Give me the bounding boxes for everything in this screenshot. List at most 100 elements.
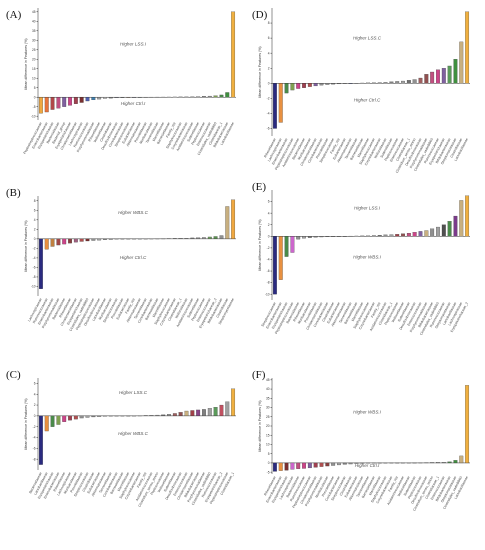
bar — [307, 83, 312, 87]
bar — [155, 414, 160, 417]
bar — [97, 97, 102, 100]
bar — [225, 206, 230, 239]
bar — [278, 236, 283, 280]
y-axis-title: Mean difference in Features (%) — [24, 220, 28, 271]
y-tick-label: 0 — [34, 237, 36, 241]
bar — [453, 215, 458, 237]
bar — [202, 409, 206, 417]
bar — [50, 238, 55, 247]
bar — [167, 414, 171, 417]
bar — [85, 238, 90, 242]
upper-group-label: Higher WBS.C — [118, 210, 149, 215]
y-tick-label: 35 — [266, 396, 270, 400]
bar — [412, 79, 417, 84]
y-axis-title: Mean difference in Features (%) — [258, 219, 262, 270]
bar — [296, 236, 301, 240]
bar — [68, 97, 72, 106]
bar — [38, 97, 43, 114]
bar — [225, 92, 230, 98]
bar — [331, 83, 336, 85]
bar — [196, 409, 201, 417]
bar — [395, 81, 400, 84]
panel-c: (C) -8 -6 -4 -2 0 2 4 6 Mean difference in Featur… — [6, 369, 236, 508]
y-tick-label: 35 — [32, 29, 36, 33]
bar — [103, 415, 107, 417]
bar — [302, 83, 306, 88]
panel-a: (A) -10 -5 0 5 10 15 20 25 30 35 40 45 Mean differenc… — [6, 8, 236, 156]
bar — [302, 462, 306, 469]
y-tick-label: 4 — [34, 392, 36, 396]
bar — [207, 95, 212, 98]
bar — [73, 415, 78, 420]
bar — [354, 462, 359, 464]
bar — [44, 238, 49, 250]
x-tick-label: Family_XIII — [165, 122, 177, 139]
y-tick-label: -8 — [33, 457, 36, 461]
bar — [79, 415, 84, 419]
y-tick-label: -6 — [33, 446, 36, 450]
bar — [412, 232, 417, 237]
bar — [97, 415, 102, 417]
bar — [62, 238, 67, 245]
y-tick-label: 40 — [266, 387, 270, 391]
bar — [371, 82, 376, 84]
y-tick-label: 4 — [34, 218, 36, 222]
bar — [459, 455, 464, 464]
y-tick-label: 2 — [34, 403, 36, 407]
bar — [453, 59, 458, 84]
bar — [389, 234, 394, 237]
lower-group-label: Higher Ctrl.C — [354, 98, 381, 103]
bar — [377, 235, 382, 237]
y-tick-label: 0 — [34, 414, 36, 418]
y-tick-label: -2 — [267, 246, 270, 250]
y-tick-label: -4 — [33, 436, 36, 440]
panel-letter: (C) — [6, 369, 21, 381]
bar — [219, 94, 224, 98]
bar — [149, 415, 154, 417]
bar — [313, 462, 318, 468]
bar — [337, 83, 341, 85]
y-tick-label: 0 — [34, 95, 36, 99]
bar — [103, 97, 107, 99]
y-axis-title: Mean difference in Features (%) — [258, 46, 262, 97]
lower-group-label: Higher WBS.C — [118, 431, 149, 436]
bar — [319, 83, 324, 86]
bar — [290, 462, 295, 470]
bar — [50, 415, 55, 427]
bar — [436, 462, 440, 464]
bar — [202, 96, 206, 98]
bar — [190, 237, 195, 239]
x-tick-label: Family_XIII — [124, 298, 136, 315]
bar — [50, 97, 55, 110]
bar — [178, 238, 183, 239]
bar — [79, 238, 84, 242]
bar — [395, 234, 400, 237]
upper-group-label: Higher WBS.I — [353, 410, 382, 415]
bar — [196, 237, 201, 239]
bar — [73, 238, 78, 243]
bar — [389, 81, 394, 84]
bar — [38, 238, 43, 289]
bar — [231, 11, 236, 98]
y-tick-label: -6 — [33, 266, 36, 270]
y-tick-label: -8 — [267, 281, 270, 285]
upper-group-label: Higher LSS.C — [119, 390, 148, 395]
y-tick-label: -5 — [33, 105, 36, 109]
bar — [313, 236, 318, 238]
bar — [219, 235, 224, 239]
bar — [103, 238, 107, 240]
bar — [441, 224, 446, 237]
bar — [213, 407, 218, 417]
bar — [465, 11, 470, 84]
bar — [360, 462, 365, 464]
panel-letter: (B) — [6, 187, 21, 199]
bar — [430, 71, 435, 84]
bar — [284, 236, 289, 257]
bar — [418, 231, 423, 237]
lower-group-label: Higher Ctrl.I — [121, 101, 146, 106]
y-tick-label: -2 — [33, 246, 36, 250]
bar — [44, 97, 49, 113]
bar — [202, 237, 206, 239]
bar — [73, 97, 78, 104]
bar — [225, 401, 230, 417]
